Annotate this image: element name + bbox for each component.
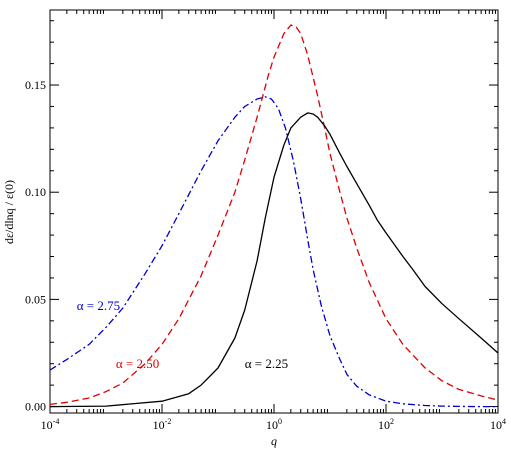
series-label-1: α = 2.75 [77,298,120,313]
y-tick-label: 0.05 [25,292,46,306]
x-tick-label: 100 [266,417,282,432]
plot-border [49,9,499,414]
y-axis-label: dε/dlnq / ε(0) [2,180,16,244]
x-axis-label: q [271,434,277,448]
x-tick-label: 10-2 [153,417,172,432]
series-lines [49,24,499,408]
x-tick-label: 10-4 [41,417,60,432]
y-tick-label: 0.10 [25,185,46,199]
plot-frame [49,9,499,414]
y-tick-label: 0.15 [25,78,46,92]
series-line-1 [49,96,498,408]
x-tick-label: 102 [378,417,394,432]
series-label-3: α = 2.25 [245,356,288,371]
series-line-3 [49,112,499,408]
series-annotations: α = 2.75 α = 2.50 α = 2.25 [77,298,288,371]
series-label-2: α = 2.50 [116,356,159,371]
series-line-2 [49,24,499,406]
x-tick-label: 104 [490,417,506,432]
y-tick-label: 0.00 [25,400,46,414]
